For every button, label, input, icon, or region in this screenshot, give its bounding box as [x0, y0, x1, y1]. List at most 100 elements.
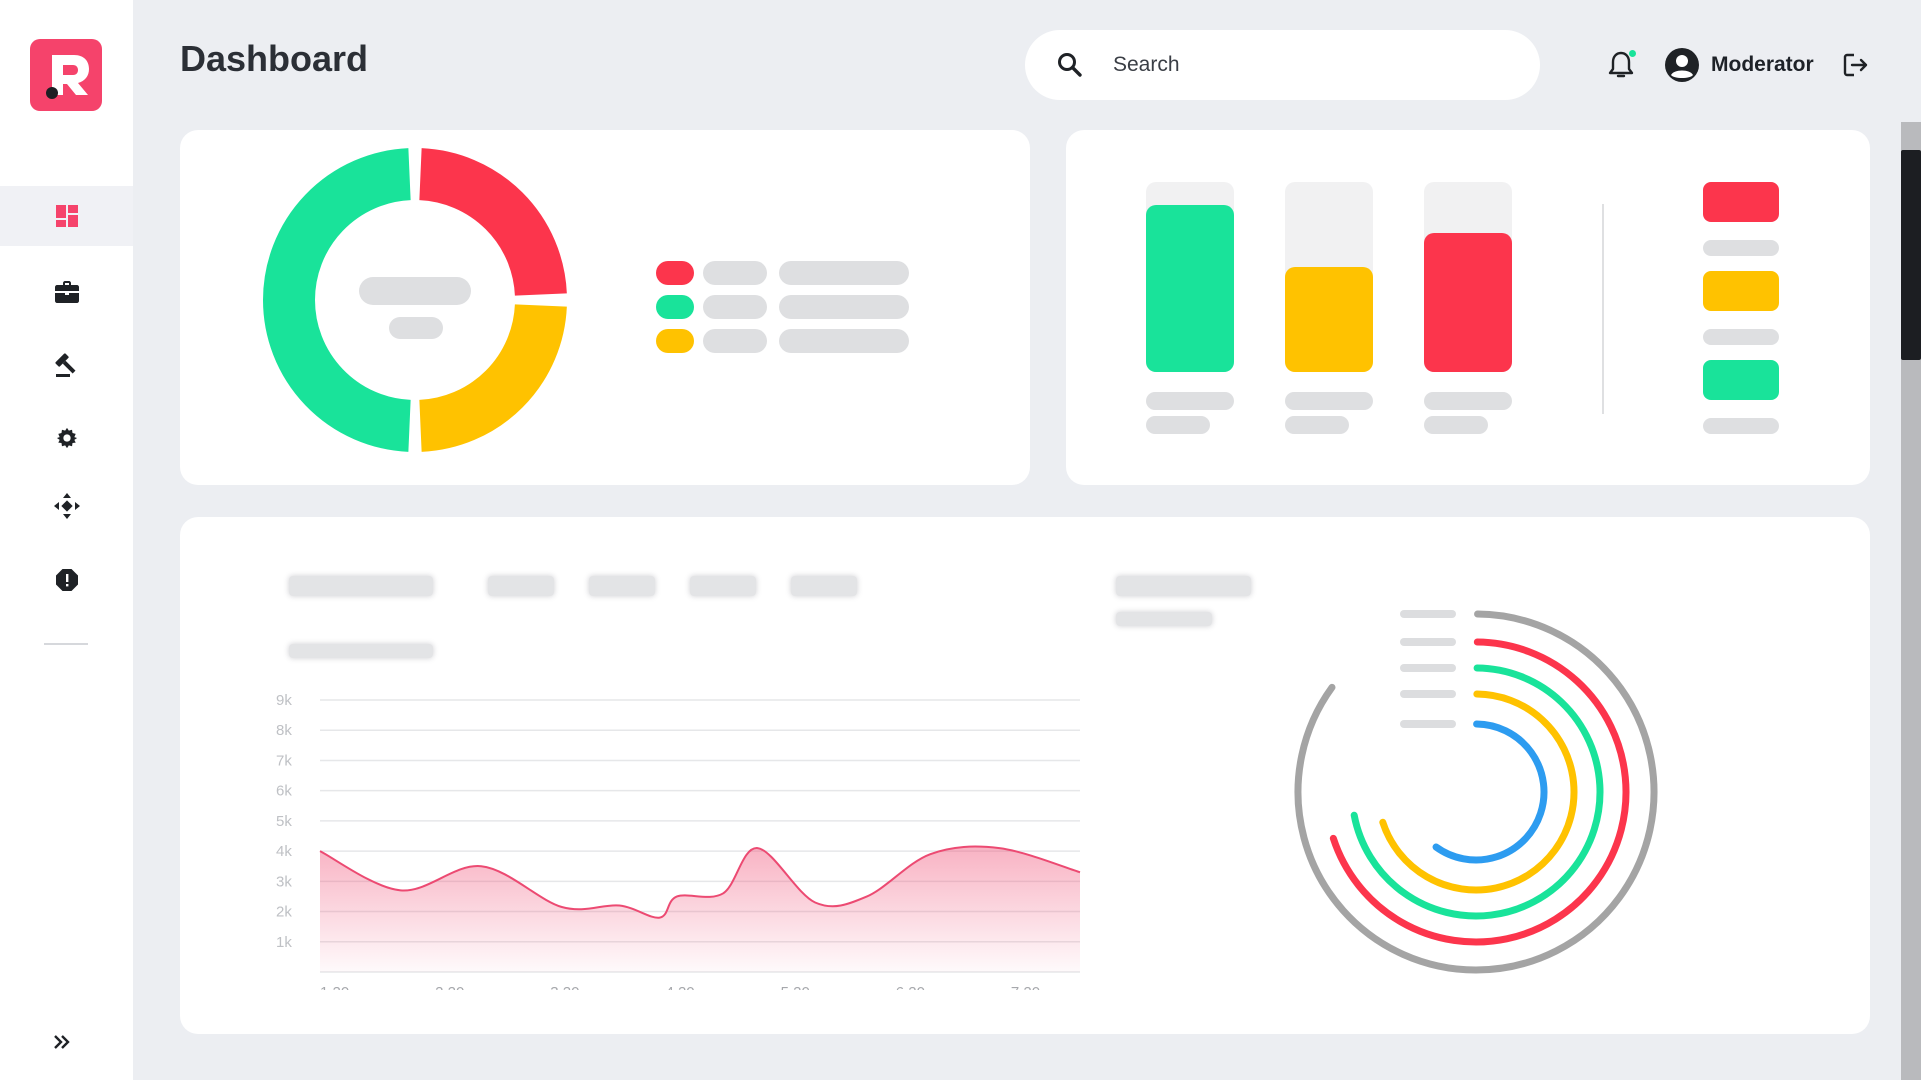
logout-icon[interactable] — [1843, 52, 1869, 78]
sidebar-item-move[interactable] — [0, 476, 133, 536]
x-tick-label: 7.20 — [1011, 984, 1040, 990]
legend-value-placeholder — [779, 295, 909, 319]
sidebar — [0, 0, 133, 1080]
bar-legend-swatch-yellow — [1703, 271, 1779, 311]
dashboard-icon — [55, 205, 78, 227]
bar-track — [1424, 182, 1512, 372]
bar-legend-swatch-green — [1703, 360, 1779, 400]
bar-label-placeholder — [1424, 392, 1512, 410]
y-tick-label: 9k — [276, 692, 292, 709]
y-tick-label: 2k — [276, 904, 292, 921]
legend-swatch-red — [656, 261, 694, 285]
user-avatar-icon — [1665, 48, 1699, 82]
radial-bar — [1350, 664, 1604, 920]
sidebar-divider — [44, 643, 88, 645]
radial-title-placeholder — [1116, 576, 1251, 596]
sidebar-item-jobs[interactable] — [0, 262, 133, 322]
analytics-card: 9k 8k 7k 6k 5k 4k 3k 2k 1k 1.20 2.20 3.20 4.20 5.20 6.… — [180, 517, 1870, 1034]
radial-label-placeholder — [1400, 664, 1456, 672]
bar-legend-swatch-red — [1703, 182, 1779, 222]
filter-tab-placeholder[interactable] — [589, 576, 655, 596]
x-tick-label: 3.20 — [550, 984, 579, 990]
x-tick-label: 5.20 — [781, 984, 810, 990]
donut-value-placeholder — [389, 317, 443, 339]
notification-badge — [1629, 50, 1636, 57]
bar-label-placeholder — [1285, 392, 1373, 410]
x-tick-label: 2.20 — [435, 984, 464, 990]
donut-chart — [263, 148, 567, 452]
sidebar-item-alerts[interactable] — [0, 550, 133, 610]
user-name: Moderator — [1711, 53, 1814, 76]
radial-subtitle-placeholder — [1116, 612, 1212, 626]
bell-icon[interactable] — [1608, 50, 1634, 80]
search-bar[interactable] — [1025, 30, 1540, 100]
y-tick-label: 6k — [276, 783, 292, 800]
donut-segment — [418, 148, 567, 297]
y-tick-label: 4k — [276, 843, 292, 860]
y-tick-label: 7k — [276, 752, 292, 769]
radial-label-placeholder — [1400, 690, 1456, 698]
bar-track — [1146, 182, 1234, 372]
y-tick-label: 8k — [276, 722, 292, 739]
chart-title-placeholder — [289, 576, 433, 596]
filter-tab-placeholder[interactable] — [791, 576, 857, 596]
radial-bar — [1294, 610, 1658, 974]
bar-track — [1285, 182, 1373, 372]
user-menu[interactable]: Moderator — [1665, 48, 1814, 82]
legend-value-placeholder — [779, 261, 909, 285]
bar-fill — [1424, 233, 1512, 372]
app-logo[interactable] — [30, 39, 102, 111]
gear-icon — [56, 427, 77, 449]
legend-swatch-yellow — [656, 329, 694, 353]
radial-bar-chart — [1294, 610, 1658, 974]
chart-subtitle-placeholder — [289, 644, 433, 658]
legend-label-placeholder — [703, 261, 767, 285]
area-chart: 9k 8k 7k 6k 5k 4k 3k 2k 1k 1.20 2.20 3.20 4.20 5.20 6.… — [276, 692, 1081, 990]
x-tick-label: 1.20 — [320, 984, 349, 990]
bar-fill — [1285, 267, 1373, 372]
bar-fill — [1146, 205, 1234, 372]
legend-value-placeholder — [779, 329, 909, 353]
y-tick-label: 1k — [276, 934, 292, 951]
area-fill — [320, 846, 1080, 972]
y-tick-label: 5k — [276, 813, 292, 830]
bar-sublabel-placeholder — [1424, 416, 1488, 434]
radial-bar — [1379, 690, 1578, 894]
x-tick-label: 4.20 — [665, 984, 694, 990]
scrollbar-thumb[interactable] — [1901, 150, 1921, 360]
scrollbar-track[interactable] — [1901, 122, 1921, 1080]
donut-label-placeholder — [359, 277, 471, 305]
bar-legend-label-placeholder — [1703, 240, 1779, 256]
filter-tab-placeholder[interactable] — [488, 576, 554, 596]
alert-icon — [55, 569, 78, 591]
donut-segment — [263, 148, 412, 452]
sidebar-expand-button[interactable] — [50, 1030, 74, 1054]
bar-legend-label-placeholder — [1703, 418, 1779, 434]
move-icon — [53, 493, 80, 519]
search-icon — [1058, 53, 1082, 77]
donut-chart-card — [180, 130, 1030, 485]
filter-tab-placeholder[interactable] — [690, 576, 756, 596]
bar-legend-label-placeholder — [1703, 329, 1779, 345]
bar-sublabel-placeholder — [1285, 416, 1349, 434]
radial-label-placeholder — [1400, 610, 1456, 618]
legend-label-placeholder — [703, 329, 767, 353]
gavel-icon — [54, 353, 75, 377]
search-input[interactable] — [1113, 30, 1513, 100]
bar-sublabel-placeholder — [1146, 416, 1210, 434]
bar-label-placeholder — [1146, 392, 1234, 410]
legend-swatch-green — [656, 295, 694, 319]
x-tick-label: 6.20 — [896, 984, 925, 990]
sidebar-item-settings[interactable] — [0, 408, 133, 468]
legend-label-placeholder — [703, 295, 767, 319]
bar-chart-card — [1066, 130, 1870, 485]
logo-mark-icon — [46, 55, 89, 99]
page-title: Dashboard — [180, 38, 369, 79]
sidebar-item-legal[interactable] — [0, 335, 133, 395]
series-line — [319, 845, 1081, 919]
bar-chart-divider — [1602, 204, 1604, 414]
radial-bar — [1329, 638, 1630, 946]
radial-label-placeholder — [1400, 720, 1456, 728]
sidebar-item-dashboard[interactable] — [0, 186, 133, 246]
donut-segment — [418, 303, 567, 452]
